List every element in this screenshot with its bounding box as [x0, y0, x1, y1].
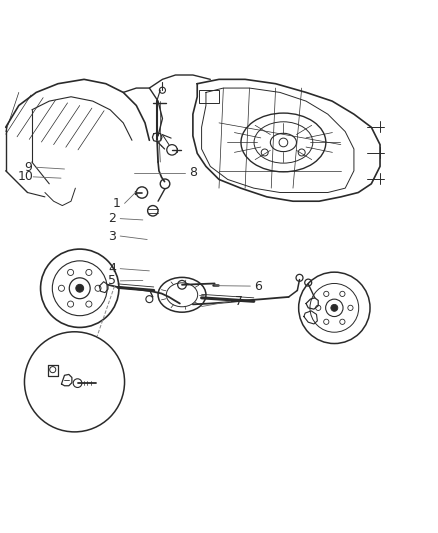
Text: 2: 2	[109, 212, 117, 225]
Text: 5: 5	[108, 274, 117, 287]
Text: 6: 6	[254, 280, 262, 293]
Text: 10: 10	[18, 171, 33, 183]
Circle shape	[76, 284, 84, 292]
Text: 9: 9	[25, 161, 32, 174]
Text: 7: 7	[235, 295, 243, 308]
Text: 4: 4	[109, 262, 117, 275]
Text: 1: 1	[113, 197, 120, 210]
Text: 3: 3	[109, 230, 117, 243]
Text: 8: 8	[189, 166, 197, 180]
Circle shape	[331, 304, 338, 311]
